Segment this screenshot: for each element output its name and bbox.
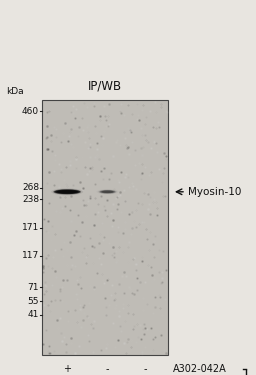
Text: Myosin-10: Myosin-10	[188, 187, 241, 197]
Text: +: +	[63, 364, 71, 374]
Text: 268: 268	[22, 183, 39, 192]
Text: kDa: kDa	[6, 87, 24, 96]
Text: 55: 55	[27, 297, 39, 306]
Text: 460: 460	[22, 107, 39, 116]
Ellipse shape	[53, 189, 81, 195]
Ellipse shape	[51, 188, 83, 195]
Text: 238: 238	[22, 195, 39, 204]
Text: IP/WB: IP/WB	[88, 80, 122, 93]
Ellipse shape	[97, 189, 119, 194]
Ellipse shape	[102, 190, 113, 193]
Text: -: -	[144, 364, 147, 374]
Text: 71: 71	[27, 283, 39, 292]
Ellipse shape	[100, 190, 115, 193]
Text: 117: 117	[22, 251, 39, 260]
Ellipse shape	[99, 190, 116, 194]
Text: -: -	[106, 364, 109, 374]
Bar	[42, 100, 168, 355]
Ellipse shape	[54, 189, 80, 194]
Text: A302-042A: A302-042A	[173, 364, 227, 374]
Text: 41: 41	[28, 310, 39, 319]
Ellipse shape	[56, 190, 78, 194]
Text: 171: 171	[22, 223, 39, 232]
